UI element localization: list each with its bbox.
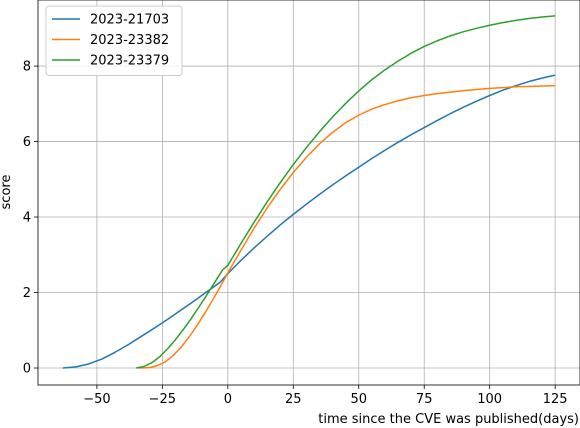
- legend-label: 2023-23379: [90, 54, 169, 69]
- tick-layer: −50 −25 0 25 50 75 100 125 0 2 4 6 8: [23, 60, 568, 407]
- x-tick-label: 25: [285, 392, 302, 407]
- y-tick-label: 2: [23, 286, 31, 301]
- legend: 2023-21703 2023-23382 2023-23379: [45, 5, 183, 76]
- y-tick-label: 4: [23, 211, 31, 226]
- plot-frame: [37, 0, 580, 386]
- x-tick-label: −25: [149, 392, 176, 407]
- grid-layer: [38, 0, 580, 385]
- legend-label: 2023-23382: [90, 33, 169, 48]
- x-tick-label: 125: [543, 392, 568, 407]
- x-tick-label: 0: [224, 392, 232, 407]
- x-tick-label: 75: [416, 392, 433, 407]
- y-tick-label: 6: [23, 135, 31, 150]
- y-tick-label: 0: [23, 362, 31, 377]
- x-axis-label: time since the CVE was published(days): [318, 412, 579, 427]
- series-line-2023-21703: [62, 74, 556, 369]
- x-tick-label: 50: [350, 392, 367, 407]
- series-layer: [62, 15, 556, 369]
- series-line-2023-23382: [138, 84, 556, 369]
- legend-box: [45, 5, 183, 76]
- x-tick-label: 100: [477, 392, 502, 407]
- x-tick-label: −50: [83, 392, 110, 407]
- series-line-2023-23379: [136, 15, 556, 369]
- legend-label: 2023-21703: [90, 13, 169, 28]
- y-axis-label: score: [0, 175, 14, 210]
- y-tick-label: 8: [23, 60, 31, 75]
